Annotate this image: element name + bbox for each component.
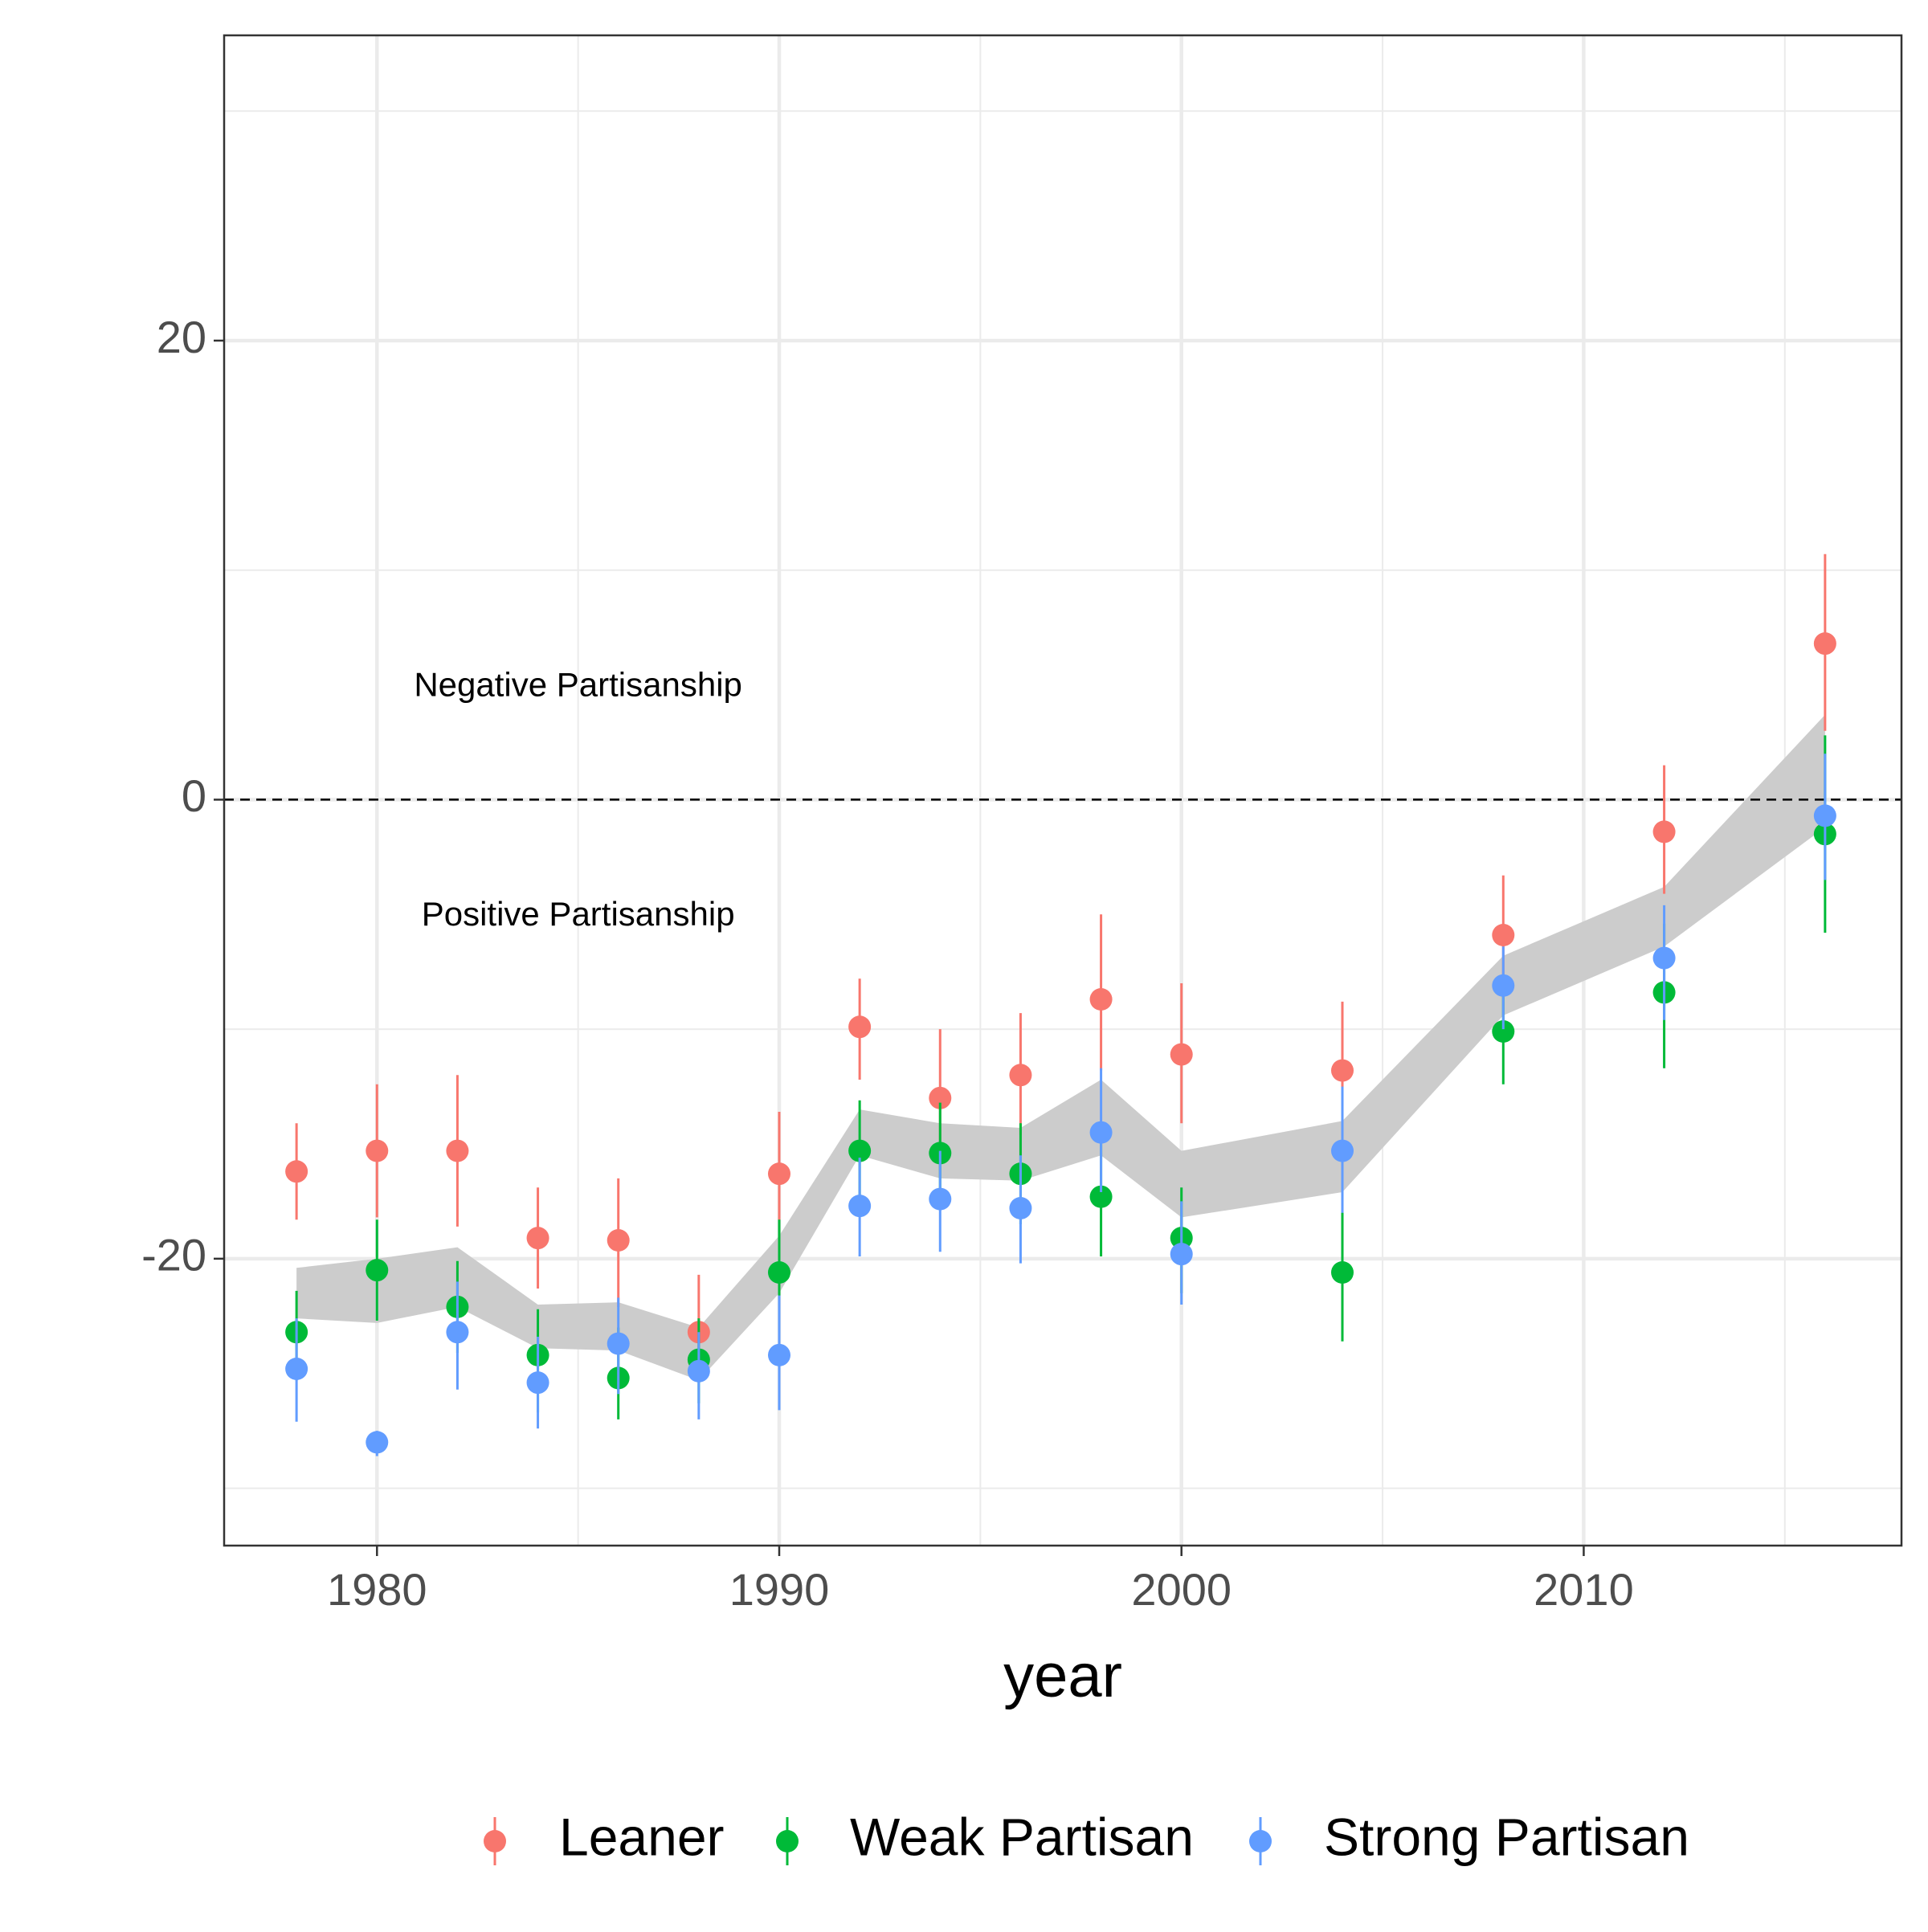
plot-panel-background <box>224 35 1901 1546</box>
strong-partisan-point <box>526 1371 549 1395</box>
leaner-point <box>446 1139 469 1162</box>
leaner-point <box>1652 820 1676 843</box>
leaner-point <box>848 1015 872 1039</box>
strong-partisan-point <box>1331 1139 1354 1162</box>
strong-partisan-point <box>929 1187 952 1211</box>
strong-partisan-point <box>366 1431 389 1454</box>
strong-partisan-point <box>1492 974 1515 997</box>
weak-partisan-point <box>366 1259 389 1282</box>
data-points <box>285 553 1836 1456</box>
series-strong-partisan <box>285 754 1836 1456</box>
weak-partisan-point <box>767 1261 790 1284</box>
leaner-point <box>366 1139 389 1162</box>
axes: year 1980 1990 2000 2010 -20 0 20 <box>141 312 1634 1710</box>
x-tick-label: 2010 <box>1534 1564 1634 1615</box>
weak-partisan-point <box>848 1139 872 1162</box>
y-tick-label: 20 <box>157 312 206 362</box>
plot-panel-border <box>223 34 1903 1547</box>
annotation-label: Positive Partisanship <box>422 895 735 933</box>
annotations: Negative Partisanship Positive Partisansh… <box>414 666 742 933</box>
leaner-point <box>1009 1064 1032 1087</box>
legend-item-strong-partisan: Strong Partisan <box>1249 1807 1689 1866</box>
leaner-point <box>285 1160 308 1183</box>
strong-partisan-point <box>767 1343 790 1366</box>
strong-partisan-point <box>848 1195 872 1218</box>
leaner-point <box>1170 1043 1193 1066</box>
legend-label: Strong Partisan <box>1324 1807 1689 1866</box>
leaner-point <box>1331 1059 1354 1082</box>
x-tick-label: 1980 <box>327 1564 427 1615</box>
leaner-point <box>1089 988 1113 1011</box>
x-tick-label: 2000 <box>1131 1564 1232 1615</box>
strong-partisan-point <box>285 1358 308 1380</box>
strong-partisan-point <box>1652 946 1676 970</box>
weak-partisan-point <box>1089 1185 1113 1208</box>
legend-key-point <box>776 1830 799 1852</box>
weak-partisan-point <box>1331 1261 1354 1284</box>
leaner-point <box>607 1229 630 1252</box>
strong-partisan-point <box>446 1321 469 1344</box>
leaner-point <box>1813 632 1836 656</box>
leaner-point <box>1492 924 1515 946</box>
leaner-point <box>526 1227 549 1250</box>
legend: Leaner Weak Partisan Strong Partisan <box>484 1807 1689 1866</box>
x-axis-title: year <box>1003 1642 1122 1710</box>
legend-key-point <box>1249 1830 1272 1852</box>
strong-partisan-point <box>687 1359 710 1383</box>
strong-partisan-point <box>1089 1121 1113 1144</box>
strong-partisan-point <box>1009 1197 1032 1219</box>
x-tick-label: 1990 <box>729 1564 830 1615</box>
legend-item-leaner: Leaner <box>484 1807 725 1866</box>
legend-label: Weak Partisan <box>850 1807 1194 1866</box>
leaner-point <box>929 1086 952 1109</box>
legend-label: Leaner <box>559 1807 725 1866</box>
strong-partisan-point <box>607 1332 630 1355</box>
strong-partisan-point <box>1170 1243 1193 1266</box>
y-tick-label: 0 <box>182 770 206 821</box>
legend-key-point <box>484 1830 506 1852</box>
leaner-point <box>767 1162 790 1186</box>
weak-partisan-point <box>1492 1020 1515 1043</box>
series-leaner <box>285 553 1836 1374</box>
annotation-label: Negative Partisanship <box>414 666 742 704</box>
legend-item-weak-partisan: Weak Partisan <box>776 1807 1194 1866</box>
strong-partisan-point <box>1813 804 1836 827</box>
y-tick-label: -20 <box>141 1230 206 1281</box>
